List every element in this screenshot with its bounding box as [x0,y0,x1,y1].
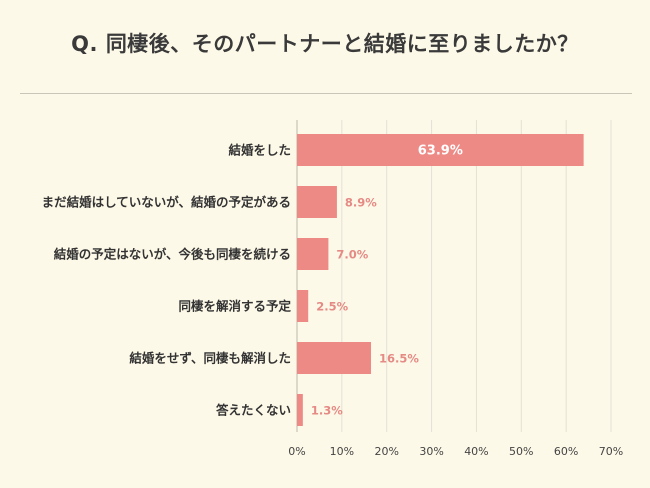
bar [297,342,372,374]
x-tick-label: 0% [288,445,305,458]
bar [297,186,337,218]
bar [297,394,303,426]
x-tick-label: 10% [330,445,354,458]
category-label: 答えたくない [216,403,291,418]
data-label: 63.9% [418,144,463,159]
data-label: 8.9% [345,196,377,210]
x-tick-label: 50% [509,445,533,458]
category-label: 結婚をせず、同棲も解消した [129,351,291,366]
data-label: 16.5% [379,352,419,366]
bar [297,290,309,322]
x-tick-label: 60% [554,445,578,458]
category-label: 同棲を解消する予定 [178,299,291,314]
data-label: 1.3% [311,404,343,418]
x-tick-label: 20% [374,445,398,458]
chart-title: Q. 同棲後、そのパートナーと結婚に至りましたか？ [71,32,579,56]
x-tick-label: 40% [464,445,488,458]
x-tick-label: 30% [419,445,443,458]
data-label: 2.5% [316,300,348,314]
bar [297,134,584,166]
category-label: まだ結婚はしていないが、結婚の予定がある [42,195,291,210]
category-label: 結婚の予定はないが、今後も同棲を続ける [54,247,291,262]
data-label: 7.0% [336,248,368,262]
bar [297,238,329,270]
title-divider [20,93,632,94]
x-tick-label: 70% [599,445,623,458]
category-label: 結婚をした [228,143,291,158]
